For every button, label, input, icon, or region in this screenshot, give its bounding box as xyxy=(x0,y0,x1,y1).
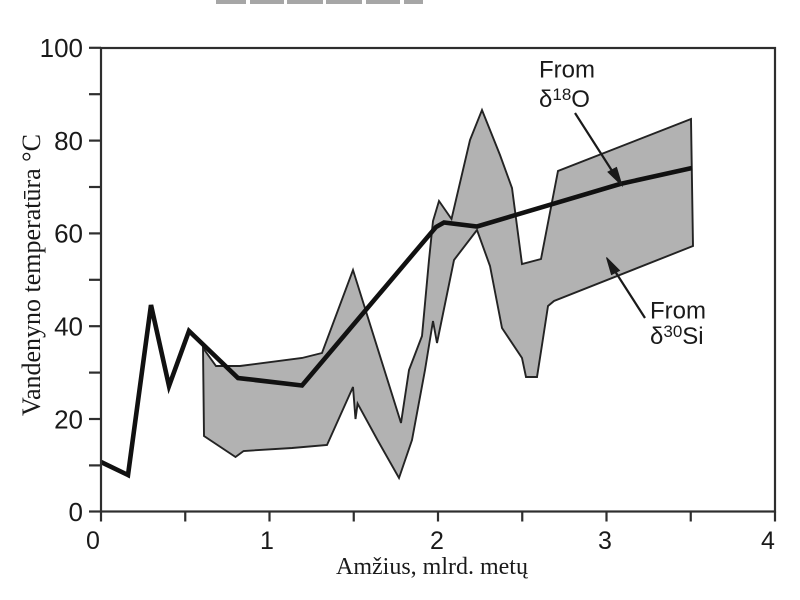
svg-text:1: 1 xyxy=(260,527,274,555)
svg-text:80: 80 xyxy=(54,126,83,156)
svg-text:20: 20 xyxy=(54,404,83,434)
svg-text:0: 0 xyxy=(86,527,100,555)
svg-text:From: From xyxy=(539,57,595,84)
svg-text:Vandenyno temperatūra °C: Vandenyno temperatūra °C xyxy=(17,134,46,416)
svg-text:4: 4 xyxy=(761,527,775,555)
svg-text:Amžius, mlrd. metų: Amžius, mlrd. metų xyxy=(336,554,529,580)
svg-text:60: 60 xyxy=(54,219,83,249)
svg-text:100: 100 xyxy=(40,33,83,63)
svg-text:From: From xyxy=(650,298,706,325)
svg-text:3: 3 xyxy=(598,527,612,555)
svg-text:δ30Si: δ30Si xyxy=(650,322,704,350)
svg-text:0: 0 xyxy=(69,497,83,527)
svg-text:2: 2 xyxy=(430,527,444,555)
svg-text:40: 40 xyxy=(54,312,83,342)
